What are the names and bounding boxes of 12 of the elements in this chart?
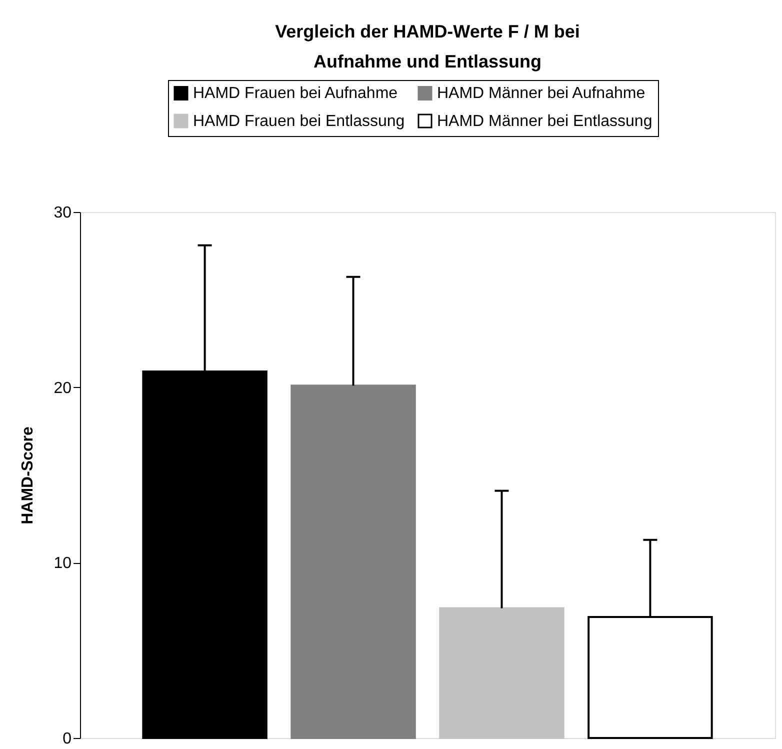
bar xyxy=(290,384,416,739)
y-axis-title: HAMD-Score xyxy=(20,426,37,524)
legend-label: HAMD Frauen bei Aufnahme xyxy=(193,85,398,102)
bar xyxy=(439,607,564,739)
legend-label: HAMD Männer bei Entlassung xyxy=(437,113,652,130)
legend-label: HAMD Frauen bei Entlassung xyxy=(193,113,405,130)
y-tick-label: 20 xyxy=(54,380,72,397)
y-tick-label: 10 xyxy=(54,555,72,572)
legend-label: HAMD Männer bei Aufnahme xyxy=(437,85,646,102)
y-tick-label: 0 xyxy=(62,730,72,748)
chart-title: Vergleich der HAMD-Werte F / M bei Aufnahme und Entlassung xyxy=(275,22,580,72)
y-tick-label: 30 xyxy=(54,204,72,222)
